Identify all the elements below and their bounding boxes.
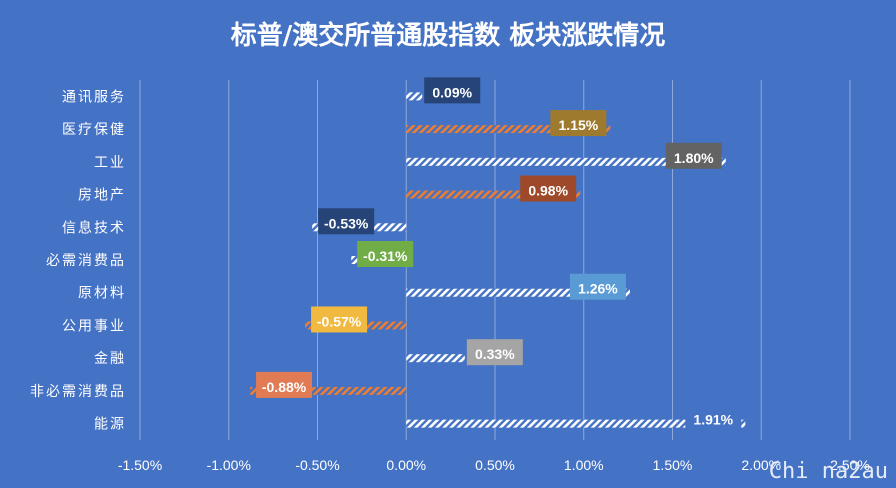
x-tick-label: 2.00%	[741, 457, 781, 473]
data-label-box	[685, 404, 742, 431]
bar	[406, 190, 581, 199]
category-label: 房地产	[78, 188, 126, 204]
bar	[406, 288, 630, 297]
data-label: 1.15%	[559, 117, 599, 133]
bar	[406, 354, 465, 363]
bar	[406, 419, 746, 428]
chart-title: 标普/澳交所普通股指数 板块涨跌情况	[231, 20, 666, 51]
category-label: 非必需消费品	[30, 384, 126, 400]
x-tick-label: -0.50%	[295, 457, 339, 473]
data-label: -0.31%	[363, 248, 408, 264]
data-label-box	[550, 110, 607, 137]
data-label-box	[520, 175, 577, 202]
data-label-box	[318, 208, 375, 235]
category-label: 能源	[94, 417, 126, 433]
category-label: 金融	[94, 351, 126, 367]
data-label: -0.53%	[324, 215, 369, 231]
category-label: 医疗保健	[62, 122, 126, 138]
x-tick-label: 0.00%	[386, 457, 426, 473]
category-label: 必需消费品	[46, 253, 126, 269]
data-label: 1.91%	[693, 412, 733, 428]
data-label-box	[424, 77, 481, 104]
category-label: 原材料	[78, 286, 126, 302]
category-label: 信息技术	[62, 219, 126, 236]
data-label: -0.88%	[262, 379, 307, 395]
bar	[406, 125, 611, 134]
category-label: 公用事业	[62, 318, 126, 334]
x-tick-label: 2.50%	[830, 457, 870, 473]
x-tick-label: -1.50%	[118, 457, 162, 473]
x-tick-label: 0.50%	[475, 457, 515, 473]
data-label-box	[357, 241, 414, 267]
x-tick-label: 1.00%	[564, 457, 604, 473]
category-label: 通讯服务	[62, 89, 126, 105]
data-label-box	[569, 273, 626, 300]
data-label: 1.80%	[674, 150, 714, 166]
data-label-box	[665, 142, 722, 169]
category-label: 工业	[94, 155, 126, 171]
bar	[250, 386, 407, 395]
data-label-box	[256, 371, 313, 398]
data-label: 0.09%	[432, 84, 472, 100]
data-label: 1.26%	[578, 281, 618, 297]
watermark: Chi na2au	[768, 459, 888, 484]
data-label: 0.33%	[475, 346, 515, 362]
data-label: 0.98%	[528, 183, 568, 199]
data-label-box	[466, 339, 523, 366]
x-tick-label: 1.50%	[653, 457, 693, 473]
x-tick-label: -1.00%	[207, 457, 251, 473]
bar	[406, 157, 726, 166]
data-label: -0.57%	[317, 313, 362, 329]
data-label-box	[311, 306, 368, 333]
bar	[406, 92, 423, 101]
